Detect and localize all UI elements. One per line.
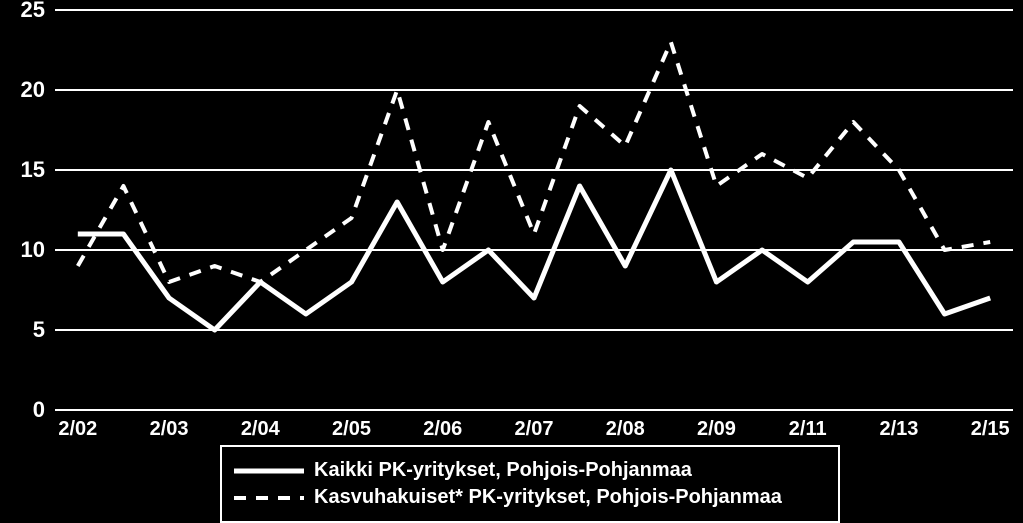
legend-swatch-dashed	[234, 488, 304, 508]
line-chart: Kaikki PK-yritykset, Pohjois-Pohjanmaa K…	[0, 0, 1023, 523]
chart-svg	[55, 10, 1013, 410]
legend-item-kasvuhakuiset: Kasvuhakuiset* PK-yritykset, Pohjois-Poh…	[234, 486, 826, 509]
gridline	[55, 169, 1013, 171]
x-tick-label: 2/05	[332, 418, 371, 441]
x-tick-label: 2/03	[150, 418, 189, 441]
legend-label: Kaikki PK-yritykset, Pohjois-Pohjanmaa	[314, 459, 692, 482]
x-tick-label: 2/06	[423, 418, 462, 441]
y-tick-label: 10	[5, 237, 45, 263]
y-tick-label: 0	[5, 397, 45, 423]
y-tick-label: 25	[5, 0, 45, 23]
gridline	[55, 89, 1013, 91]
x-tick-label: 2/04	[241, 418, 280, 441]
y-tick-label: 15	[5, 157, 45, 183]
x-tick-label: 2/09	[697, 418, 736, 441]
x-tick-label: 2/07	[515, 418, 554, 441]
legend-swatch-solid	[234, 461, 304, 481]
x-tick-label: 2/08	[606, 418, 645, 441]
gridline	[55, 329, 1013, 331]
y-tick-label: 5	[5, 317, 45, 343]
legend-item-kaikki: Kaikki PK-yritykset, Pohjois-Pohjanmaa	[234, 459, 826, 482]
gridline	[55, 9, 1013, 11]
y-tick-label: 20	[5, 77, 45, 103]
gridline	[55, 249, 1013, 251]
series-line-kasvuhakuiset	[78, 42, 990, 282]
plot-area	[55, 10, 1013, 410]
legend-label: Kasvuhakuiset* PK-yritykset, Pohjois-Poh…	[314, 486, 782, 509]
gridline	[55, 409, 1013, 411]
x-tick-label: 2/02	[58, 418, 97, 441]
x-tick-label: 2/13	[879, 418, 918, 441]
x-tick-label: 2/15	[971, 418, 1010, 441]
legend: Kaikki PK-yritykset, Pohjois-Pohjanmaa K…	[220, 445, 840, 523]
x-tick-label: 2/11	[789, 418, 827, 441]
